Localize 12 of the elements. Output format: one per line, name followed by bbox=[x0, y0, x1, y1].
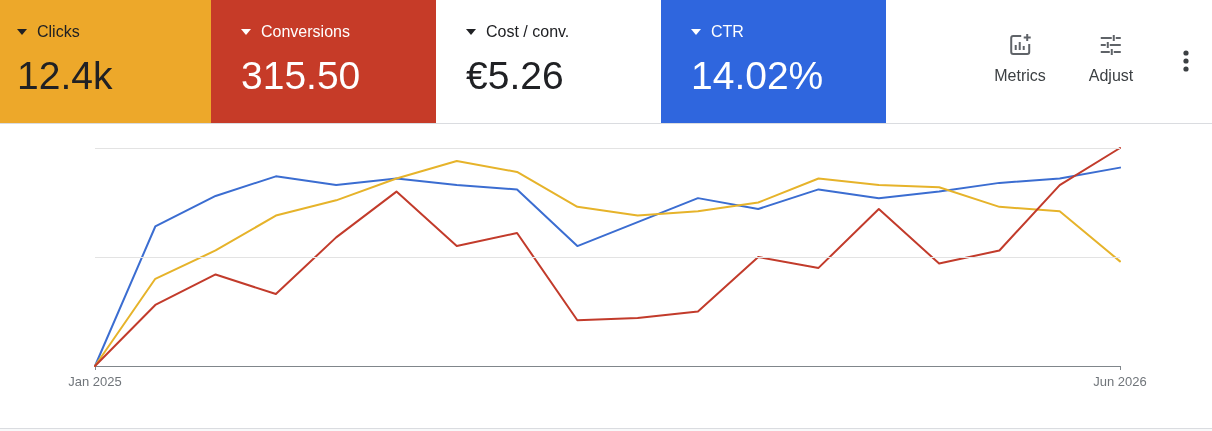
category-label: Conversions bbox=[261, 22, 350, 42]
category-label: Clicks bbox=[37, 22, 80, 42]
text: Metrics bbox=[994, 66, 1046, 86]
text: €5.26 bbox=[466, 54, 564, 97]
category-label: Cost / conv. bbox=[486, 22, 570, 42]
text: 315.50 bbox=[241, 54, 361, 97]
text: 14.02% bbox=[691, 54, 824, 97]
x-tick-label: Jun 2026 bbox=[1093, 374, 1147, 389]
text: 12.4k bbox=[17, 54, 113, 97]
x-tick-label: Jan 2025 bbox=[68, 374, 122, 389]
category-label: CTR bbox=[711, 22, 744, 42]
text: Adjust bbox=[1088, 66, 1134, 86]
